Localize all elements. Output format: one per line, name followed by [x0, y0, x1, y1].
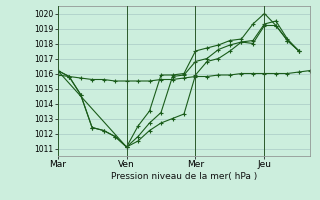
X-axis label: Pression niveau de la mer( hPa ): Pression niveau de la mer( hPa )	[111, 172, 257, 181]
